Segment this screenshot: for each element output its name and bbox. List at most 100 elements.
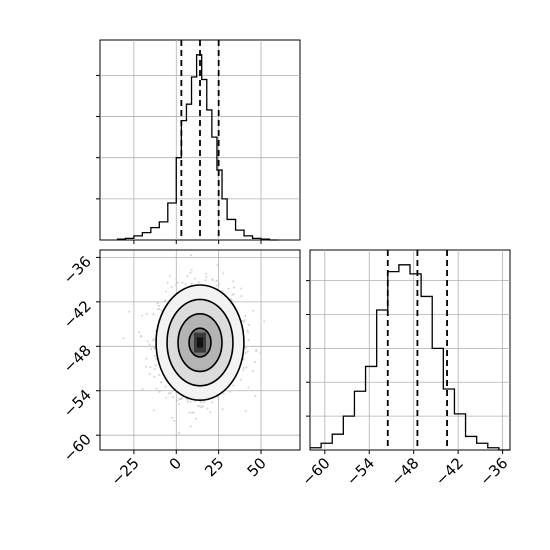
joint-point	[203, 401, 205, 404]
joint-point	[178, 403, 180, 406]
marginal-y-grid	[310, 250, 510, 450]
joint-point	[166, 281, 169, 284]
joint-point	[152, 409, 155, 412]
marginal-x-hist-line	[116, 54, 278, 241]
marginal-y-x-ticks: −60 −54 −48 −42 −36	[299, 450, 511, 489]
joint-scatter-panel: −25 0 25 50 −60 −54 −48 −42 −36	[60, 249, 301, 489]
joint-x-tick-label: 50	[244, 454, 270, 480]
joint-point	[241, 319, 244, 322]
joint-point	[153, 368, 156, 370]
joint-point	[158, 390, 161, 393]
joint-point	[153, 354, 156, 357]
joint-point	[244, 314, 247, 317]
marginal-y-hist-line	[310, 264, 510, 451]
joint-point	[200, 401, 203, 404]
marginal-y-x-tick-label: −48	[387, 454, 422, 489]
joint-point	[245, 346, 248, 349]
joint-point	[190, 254, 193, 257]
joint-point	[154, 364, 157, 367]
joint-point	[201, 405, 204, 408]
joint-point	[164, 385, 167, 388]
marginal-y-y-ticks	[306, 280, 310, 417]
marginal-y-x-tick-label: −42	[432, 454, 467, 489]
joint-point	[248, 323, 250, 326]
joint-point	[242, 366, 245, 369]
joint-point	[160, 380, 163, 383]
joint-axes-frame	[99, 249, 301, 451]
joint-point	[259, 352, 262, 355]
joint-point	[218, 283, 221, 286]
joint-point	[175, 277, 178, 280]
joint-point	[198, 405, 201, 408]
joint-point	[206, 407, 209, 410]
joint-point	[205, 276, 208, 279]
joint-point	[227, 287, 230, 290]
joint-point	[192, 411, 195, 414]
joint-point	[244, 352, 247, 354]
joint-point	[232, 280, 235, 283]
joint-point	[190, 282, 193, 285]
joint-point	[165, 290, 167, 293]
joint-point	[186, 275, 189, 277]
joint-point	[138, 331, 140, 334]
joint-y-tick-label: −42	[60, 297, 95, 332]
joint-point	[186, 400, 189, 403]
marginal-y-hist-steps	[310, 264, 510, 451]
joint-contours	[155, 284, 245, 401]
joint-point	[184, 283, 187, 286]
joint-point	[263, 320, 266, 323]
joint-point	[172, 396, 174, 399]
joint-point	[247, 339, 250, 341]
joint-contour-line	[155, 284, 245, 401]
joint-point	[141, 388, 144, 391]
joint-point	[243, 320, 246, 323]
joint-y-tick-label: −54	[60, 386, 95, 421]
joint-point	[156, 302, 159, 305]
joint-point	[168, 275, 171, 278]
joint-point	[139, 335, 142, 338]
joint-point	[221, 408, 224, 411]
joint-point	[195, 417, 198, 420]
joint-point	[200, 406, 203, 409]
joint-point	[194, 277, 197, 280]
joint-contour-line	[166, 298, 234, 387]
joint-point	[169, 392, 172, 395]
joint-point	[247, 331, 249, 334]
joint-point	[180, 397, 183, 399]
joint-density-image	[156, 284, 244, 401]
joint-point	[243, 319, 246, 322]
joint-point	[217, 279, 220, 282]
joint-x-ticks: −25 0 25 50	[108, 450, 270, 489]
joint-point	[188, 411, 191, 414]
joint-contour-line	[188, 327, 212, 358]
joint-point	[165, 396, 168, 399]
joint-y-tick-label: −36	[60, 253, 95, 288]
joint-point	[158, 374, 161, 376]
joint-point	[175, 283, 178, 286]
joint-point	[155, 387, 158, 390]
joint-point	[173, 419, 176, 422]
marginal-y-x-tick-label: −54	[343, 454, 378, 489]
joint-point	[145, 357, 148, 360]
joint-point	[230, 298, 233, 300]
joint-point	[171, 389, 174, 392]
joint-point	[160, 309, 163, 312]
joint-point	[254, 349, 257, 352]
joint-point	[197, 405, 199, 407]
joint-point	[145, 365, 148, 368]
marginal-x-quantile-lines	[180, 40, 220, 240]
joint-point	[153, 346, 156, 349]
joint-point	[181, 281, 184, 284]
joint-point	[145, 312, 148, 315]
joint-point	[246, 329, 249, 332]
joint-point	[150, 348, 153, 350]
joint-point	[197, 281, 200, 284]
joint-point	[240, 295, 243, 298]
joint-point	[170, 286, 173, 288]
joint-point	[211, 401, 214, 404]
joint-point	[178, 432, 181, 434]
joint-point	[189, 425, 192, 428]
joint-point	[233, 286, 235, 289]
joint-point	[167, 392, 170, 395]
